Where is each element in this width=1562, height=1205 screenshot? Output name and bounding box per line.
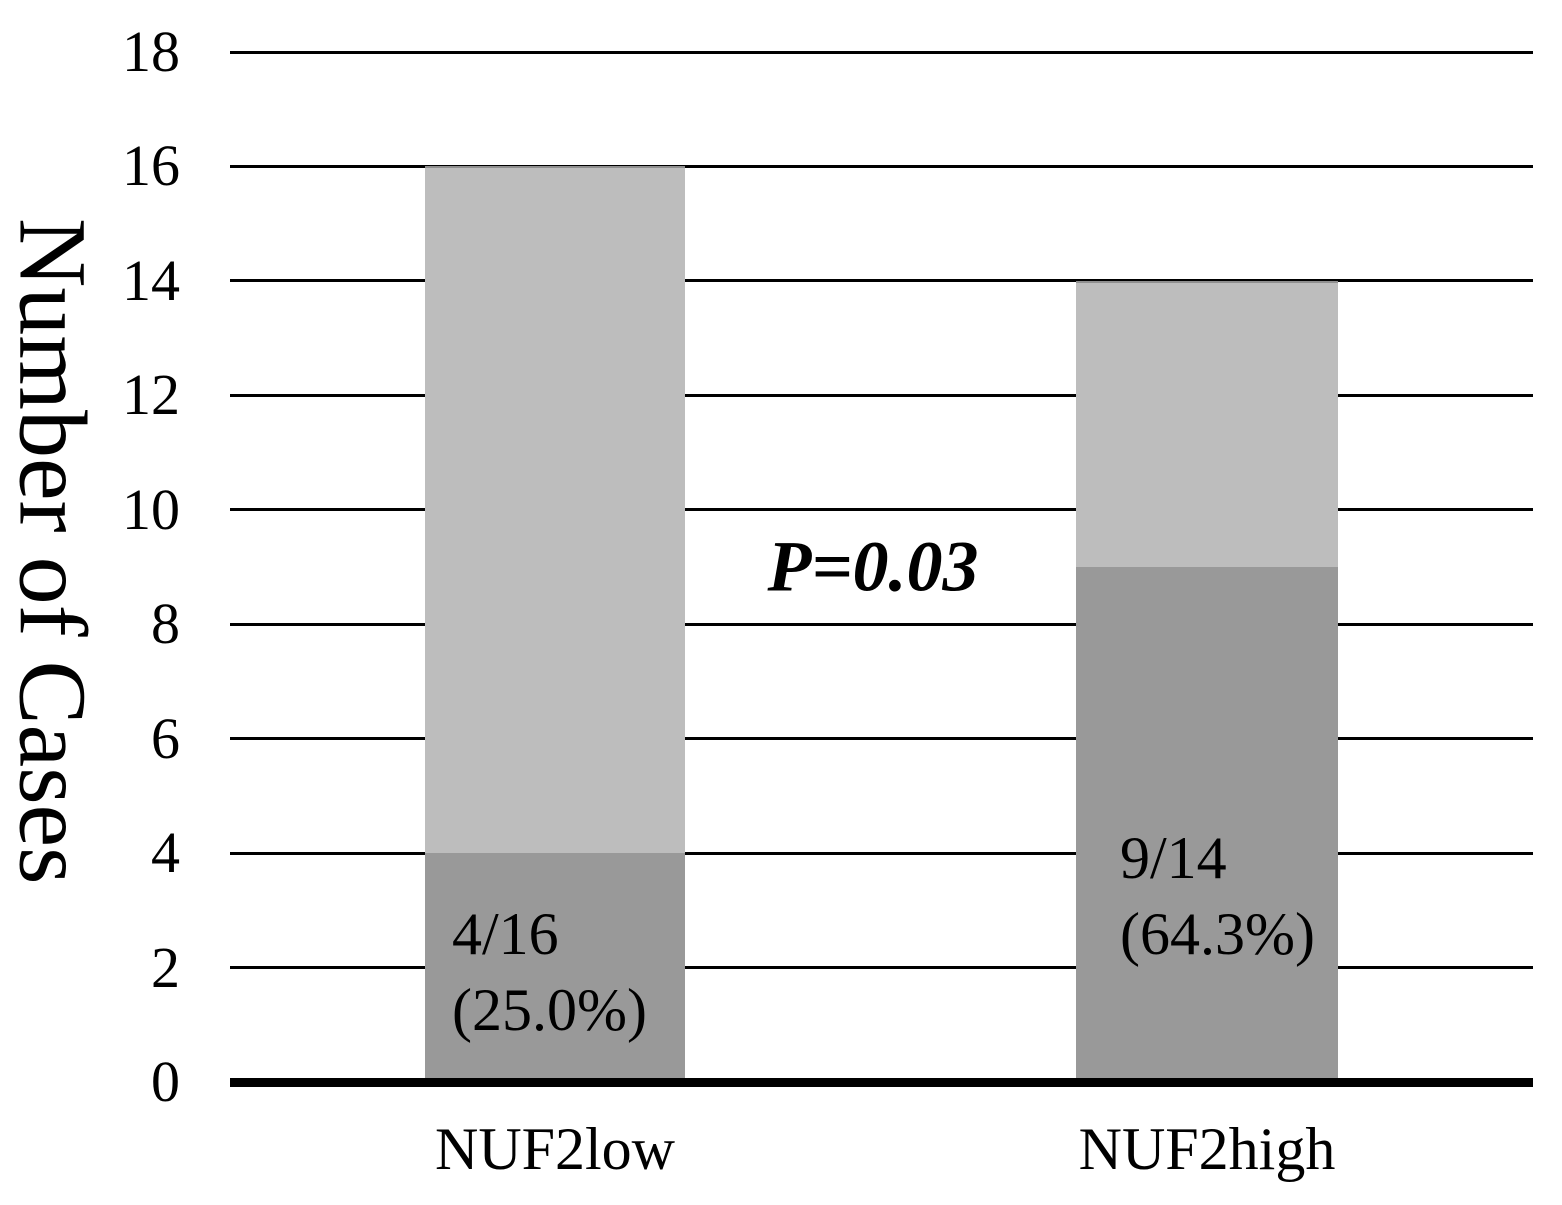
bar-label-NUF2low-count: 4/16 (452, 901, 559, 967)
bar-label-NUF2high-count: 9/14 (1120, 825, 1227, 891)
bar-NUF2high-upper-segment (1076, 280, 1338, 567)
y-tick-label-6: 6 (151, 705, 180, 771)
bar-NUF2high-lower-segment (1076, 567, 1338, 1082)
y-gridline-10 (230, 508, 1533, 512)
y-gridline-4 (230, 851, 1533, 855)
y-tick-label-2: 2 (151, 934, 180, 1000)
y-gridline-14 (230, 279, 1533, 283)
bar-NUF2low-lower-segment (425, 853, 685, 1082)
y-gridline-12 (230, 393, 1533, 397)
bar-label-NUF2low: 4/16 (25.0%) (452, 896, 647, 1048)
y-tick-label-4: 4 (151, 820, 180, 886)
p-value-annotation: P=0.03 (767, 526, 979, 607)
bar-label-NUF2high-percent: (64.3%) (1120, 901, 1315, 967)
bar-label-NUF2high: 9/14 (64.3%) (1120, 820, 1315, 972)
y-tick-label-16: 16 (122, 133, 180, 199)
y-gridline-2 (230, 966, 1533, 970)
bar-NUF2low-upper-segment (425, 166, 685, 854)
y-tick-label-18: 18 (122, 19, 180, 84)
y-tick-label-0: 0 (151, 1049, 180, 1114)
y-tick-label-12: 12 (122, 362, 180, 428)
y-gridline-16 (230, 164, 1533, 168)
bar-label-NUF2low-percent: (25.0%) (452, 977, 647, 1043)
y-gridline-6 (230, 737, 1533, 741)
y-tick-label-8: 8 (151, 591, 180, 657)
y-gridline-18 (230, 50, 1533, 54)
y-tick-label-14: 14 (122, 247, 180, 313)
y-tick-label-10: 10 (122, 476, 180, 542)
x-axis-line (230, 1078, 1533, 1087)
y-axis-title: Number of Cases (0, 217, 107, 885)
x-category-label-NUF2high: NUF2high (1078, 1116, 1336, 1182)
y-gridline-8 (230, 622, 1533, 626)
x-category-label-NUF2low: NUF2low (434, 1116, 676, 1182)
